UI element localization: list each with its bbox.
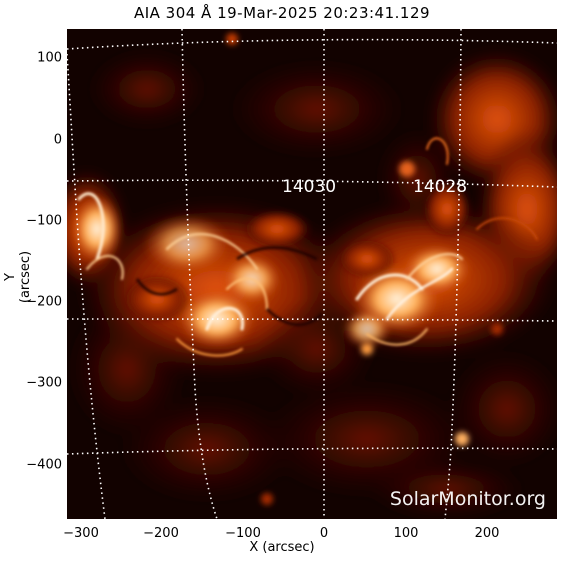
solar-image-panel[interactable] [67, 29, 557, 519]
x-tick-label: −100 [225, 526, 261, 541]
y-tick-label: −200 [26, 294, 62, 310]
image-title: AIA 304 Å 19-Mar-2025 20:23:41.129 [133, 4, 431, 22]
watermark-text: SolarMonitor.org [389, 488, 546, 510]
bright-points [226, 33, 503, 505]
y-tick-label: 100 [37, 50, 62, 66]
x-tick-label: 100 [393, 526, 419, 541]
solar-image [67, 29, 557, 519]
heliographic-grid [67, 29, 557, 519]
y-tick-label: −400 [26, 457, 62, 473]
x-tick-label: 200 [474, 526, 500, 541]
region-label-14028: 14028 [413, 177, 468, 197]
region-label-14030: 14030 [282, 177, 337, 197]
dark-filaments [135, 245, 324, 327]
x-tick-label: 0 [319, 526, 329, 541]
x-tick-label: −200 [143, 526, 179, 541]
y-tick-label: −100 [26, 213, 62, 229]
y-tick-label: −300 [26, 375, 62, 391]
y-tick-label: 0 [53, 132, 62, 148]
coronal-loops [77, 137, 538, 357]
active-region-14030 [71, 194, 312, 349]
x-axis-label: X (arcsec) [249, 540, 315, 555]
x-tick-label: −300 [63, 526, 99, 541]
